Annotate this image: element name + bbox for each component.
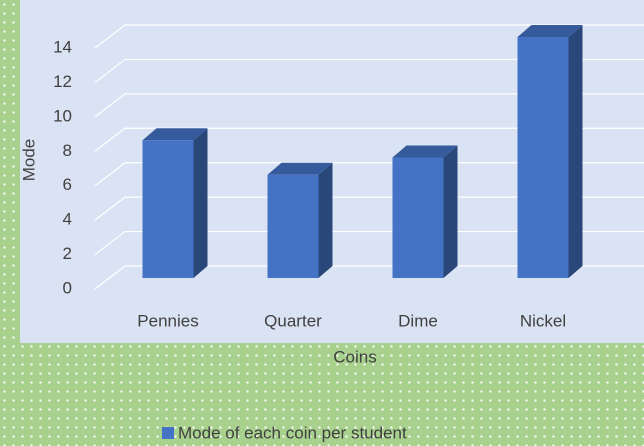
grid-line [94,230,644,256]
bar [392,145,458,278]
bar-side [318,162,333,278]
grid-line [94,24,644,49]
y-tick-label: 0 [63,278,72,297]
y-tick-label: 4 [63,210,72,229]
bar-top [517,25,583,37]
bar-front [267,174,319,278]
x-tick-label: Dime [398,311,438,330]
bar-front [517,37,569,278]
grid-line [94,196,644,221]
bar-front [142,140,194,278]
y-tick-label: 6 [63,175,72,194]
bar-front [392,157,444,278]
grid-line [94,58,644,83]
grid-line [94,93,644,118]
x-tick-label: Pennies [137,311,198,330]
bar-side [193,128,208,278]
bar-top [142,128,208,141]
x-tick-label: Quarter [264,311,322,330]
y-axis-label: Mode [19,139,38,182]
y-tick-label: 2 [63,244,72,263]
y-tick-label: 12 [53,72,72,91]
y-tick-label: 10 [53,106,72,125]
grid-line [94,265,644,290]
grid-line [94,127,644,152]
grid-line [94,162,644,187]
legend-swatch [162,427,174,439]
bar-side [568,25,583,278]
bar [267,162,333,278]
bar [142,128,208,278]
y-tick-label: 14 [53,37,72,56]
bar [517,25,583,278]
legend-label: Mode of each coin per student [178,423,407,442]
x-axis-label: Coins [333,347,376,366]
bar-side [443,145,458,278]
bar-top [267,162,333,175]
bar-top [392,145,458,158]
x-tick-label: Nickel [520,311,566,330]
y-tick-label: 8 [63,141,72,160]
